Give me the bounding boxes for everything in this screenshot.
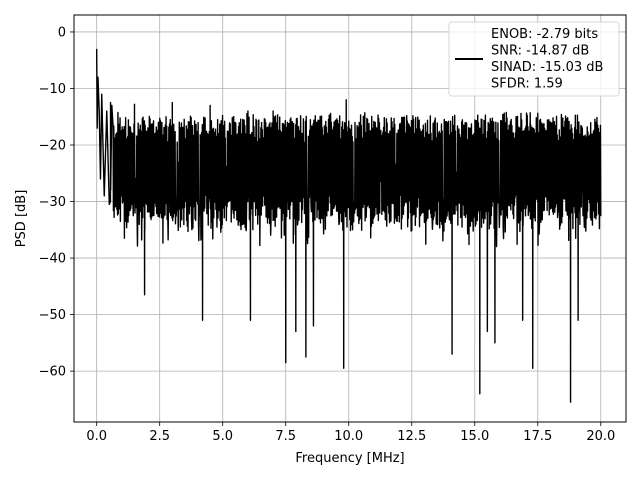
psd-series-line — [95, 48, 602, 403]
x-tick-label: 17.5 — [523, 429, 552, 444]
axes-frame — [73, 14, 627, 423]
legend-sfdr: SFDR: 1.59 — [491, 77, 563, 92]
y-tick-label: −30 — [39, 195, 66, 210]
psd-line-path — [95, 48, 602, 403]
y-tick-label: −40 — [39, 252, 66, 267]
legend-snr: SNR: -14.87 dB — [491, 44, 589, 59]
y-axis-label: PSD [dB] — [14, 190, 29, 248]
y-tick-label: −50 — [39, 308, 66, 323]
legend: ENOB: -2.79 bits SNR: -14.87 dB SINAD: -… — [448, 21, 620, 97]
y-tick-label: −10 — [39, 82, 66, 97]
legend-enob: ENOB: -2.79 bits — [491, 27, 598, 42]
y-tick-label: −20 — [39, 139, 66, 154]
x-tick-label: 2.5 — [149, 429, 170, 444]
x-axis-ticks: 0.0 2.5 5.0 7.5 10.0 12.5 15.0 17.5 20.0 — [86, 422, 615, 444]
x-axis-label: Frequency [MHz] — [295, 451, 404, 466]
x-tick-label: 7.5 — [275, 429, 296, 444]
x-tick-label: 20.0 — [586, 429, 615, 444]
y-tick-label: −60 — [39, 365, 66, 380]
y-tick-label: 0 — [58, 25, 66, 40]
x-tick-label: 0.0 — [86, 429, 107, 444]
x-tick-label: 15.0 — [460, 429, 489, 444]
y-axis-ticks: 0 −10 −20 −30 −40 −50 −60 — [39, 25, 74, 380]
legend-box — [448, 21, 620, 97]
x-tick-label: 5.0 — [212, 429, 233, 444]
x-tick-label: 12.5 — [397, 429, 426, 444]
legend-sinad: SINAD: -15.03 dB — [491, 60, 603, 75]
x-tick-label: 10.0 — [334, 429, 363, 444]
